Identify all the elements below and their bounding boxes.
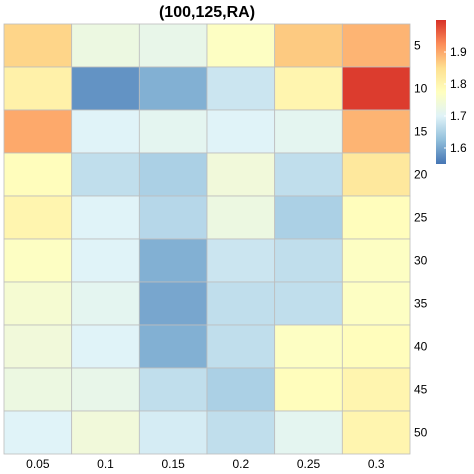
heatmap-cell	[341, 281, 411, 326]
heatmap-cell	[206, 410, 276, 455]
heatmap-cell	[341, 23, 411, 68]
y-tick-label: 40	[414, 340, 428, 354]
y-tick-label: 25	[414, 211, 428, 225]
heatmap-cell	[3, 367, 73, 412]
heatmap-cell	[138, 66, 208, 111]
heatmap-cell	[138, 410, 208, 455]
heatmap-cell	[274, 410, 343, 455]
heatmap-cell	[71, 66, 140, 111]
y-tick-label: 10	[414, 82, 428, 96]
y-tick-label: 35	[414, 297, 428, 311]
heatmap-cell	[206, 238, 276, 283]
heatmap-cell	[71, 238, 140, 283]
heatmap-cell	[341, 152, 411, 197]
heatmap-cell	[341, 410, 411, 455]
heatmap-cell	[71, 109, 140, 154]
heatmap-cell	[206, 23, 276, 68]
heatmap-cell	[274, 66, 343, 111]
heatmap-cell	[274, 195, 343, 240]
heatmap-cell	[341, 238, 411, 283]
heatmap-cell	[341, 109, 411, 154]
heatmap-cell	[138, 109, 208, 154]
color-legend-ticks: 1.6 1.7 1.8 1.9	[444, 45, 467, 155]
legend-tick-label: 1.9	[450, 45, 467, 59]
heatmap-cell	[206, 152, 276, 197]
heatmap-cell	[274, 281, 343, 326]
heatmap-cell	[71, 324, 140, 369]
heatmap-cell	[3, 152, 73, 197]
heatmap-cell	[71, 152, 140, 197]
y-tick-label: 20	[414, 168, 428, 182]
x-tick-label: 0.25	[297, 457, 321, 471]
y-axis-tick-labels: 5 10 15 20 25 30 35 40 45 50	[414, 39, 428, 440]
chart-title: (100,125,RA)	[159, 4, 255, 21]
heatmap-cell	[274, 324, 343, 369]
heatmap-cell	[274, 23, 343, 68]
y-tick-label: 5	[414, 39, 421, 53]
heatmap-cell	[138, 281, 208, 326]
heatmap-cell	[138, 324, 208, 369]
heatmap-cell	[206, 367, 276, 412]
color-legend-bar	[436, 20, 446, 164]
heatmap-cell	[138, 367, 208, 412]
heatmap-cell	[71, 410, 140, 455]
heatmap-cell	[206, 195, 276, 240]
legend-tick-label: 1.7	[450, 109, 467, 123]
x-tick-label: 0.2	[232, 457, 249, 471]
heatmap-cell	[138, 152, 208, 197]
x-tick-label: 0.3	[368, 457, 385, 471]
y-tick-label: 50	[414, 426, 428, 440]
x-axis-tick-labels: 0.05 0.1 0.15 0.2 0.25 0.3	[26, 457, 385, 471]
heatmap-cell	[71, 281, 140, 326]
heatmap-cell	[341, 195, 411, 240]
heatmap-cell	[3, 238, 73, 283]
y-tick-label: 30	[414, 254, 428, 268]
heatmap-cell	[274, 109, 343, 154]
heatmap-cell	[3, 410, 73, 455]
heatmap-cell	[138, 23, 208, 68]
y-tick-label: 15	[414, 125, 428, 139]
heatmap-cell	[274, 238, 343, 283]
heatmap-cell	[341, 367, 411, 412]
heatmap-cell	[274, 152, 343, 197]
heatmap-cells	[3, 23, 411, 455]
heatmap-cell	[206, 281, 276, 326]
legend-tick-label: 1.6	[450, 141, 467, 155]
legend-tick-label: 1.8	[450, 77, 467, 91]
heatmap-cell	[71, 195, 140, 240]
heatmap-cell	[71, 367, 140, 412]
heatmap-cell	[206, 66, 276, 111]
heatmap-cell	[71, 23, 140, 68]
heatmap-cell	[341, 66, 411, 111]
x-tick-label: 0.1	[97, 457, 114, 471]
heatmap-cell	[3, 324, 73, 369]
heatmap-cell	[3, 66, 73, 111]
heatmap-cell	[206, 109, 276, 154]
heatmap-cell	[3, 23, 73, 68]
heatmap-cell	[274, 367, 343, 412]
x-tick-label: 0.05	[26, 457, 50, 471]
heatmap-cell	[341, 324, 411, 369]
heatmap-cell	[138, 238, 208, 283]
heatmap-cell	[3, 281, 73, 326]
x-tick-label: 0.15	[161, 457, 185, 471]
heatmap-cell	[138, 195, 208, 240]
heatmap-cell	[206, 324, 276, 369]
y-tick-label: 45	[414, 383, 428, 397]
heatmap-cell	[3, 109, 73, 154]
heatmap-cell	[3, 195, 73, 240]
